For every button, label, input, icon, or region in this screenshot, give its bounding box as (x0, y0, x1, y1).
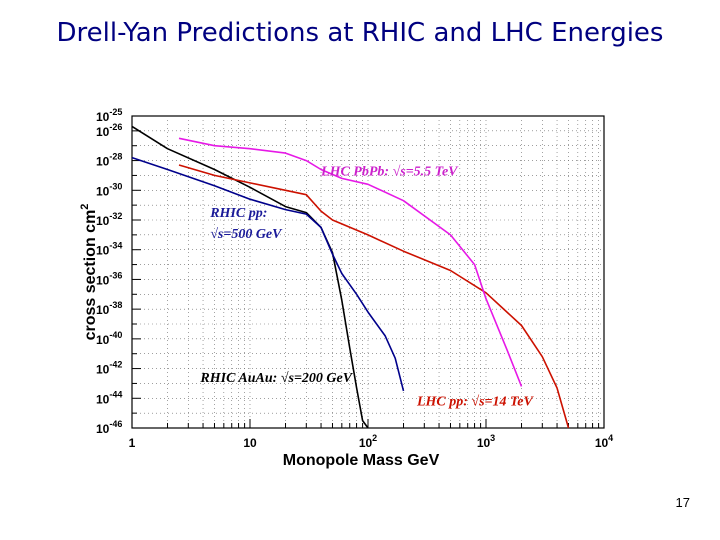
y-tick-label: 10-34 (96, 241, 122, 258)
series-line-2 (131, 156, 405, 392)
series-line-3 (178, 164, 570, 429)
annotation-5: LHC pp: √s=14 TeV (416, 395, 535, 410)
slide-title: Drell-Yan Predictions at RHIC and LHC En… (56, 18, 664, 48)
y-tick-label-exp: -40 (109, 330, 122, 340)
grid (132, 116, 604, 428)
y-tick-labels: 10-2510-2610-2810-3010-3210-3410-3610-38… (96, 107, 122, 436)
y-tick-label-base: 10 (96, 363, 110, 377)
x-tick-label-base: 10 (477, 436, 491, 450)
axis-ticks (132, 115, 600, 429)
series-line-4 (178, 137, 523, 387)
y-tick-label: 10-30 (96, 181, 122, 198)
y-tick-label-exp: -36 (109, 270, 122, 280)
y-tick-label-base: 10 (96, 333, 110, 347)
y-tick-label-exp: -32 (109, 211, 122, 221)
x-tick-label: 1 (129, 436, 136, 450)
x-axis-title: Monopole Mass GeV (283, 452, 440, 469)
y-tick-label-exp: -44 (109, 389, 122, 399)
annotation-1: LHC PbPb: √s=5.5 TeV (320, 164, 459, 179)
x-tick-label: 10 (243, 436, 257, 450)
y-tick-label: 10-25 (96, 107, 122, 124)
y-tick-label-base: 10 (96, 125, 110, 139)
y-tick-label: 10-28 (96, 152, 122, 169)
page-number: 17 (675, 495, 690, 510)
y-tick-label-base: 10 (96, 422, 110, 436)
y-tick-label-base: 10 (96, 392, 110, 406)
y-tick-label: 10-32 (96, 211, 122, 228)
x-tick-label-base: 10 (243, 436, 257, 450)
y-tick-label-exp: -30 (109, 181, 122, 191)
x-tick-label-base: 10 (359, 436, 373, 450)
x-tick-labels: 1 10 102 103 104 (129, 433, 614, 450)
x-tick-label-exp: 3 (490, 433, 495, 443)
annotation-2: RHIC pp: (209, 206, 267, 221)
annotation-4: RHIC AuAu: √s=200 GeV (199, 371, 353, 386)
y-tick-label-base: 10 (96, 273, 110, 287)
y-axis-title-text: cross section cm (82, 210, 99, 341)
y-axis-title-superscript: 2 (79, 204, 91, 210)
y-tick-label-exp: -28 (109, 152, 122, 162)
y-tick-label-base: 10 (96, 303, 110, 317)
y-tick-label: 10-38 (96, 300, 122, 317)
x-tick-label: 103 (477, 433, 495, 450)
x-tick-label: 104 (595, 433, 613, 450)
y-tick-label-exp: -26 (109, 122, 122, 132)
x-tick-label-base: 1 (129, 436, 136, 450)
y-tick-label-base: 10 (96, 155, 110, 169)
y-tick-label-exp: -25 (109, 107, 122, 117)
y-tick-label: 10-44 (96, 389, 122, 406)
y-tick-label: 10-40 (96, 330, 122, 347)
y-tick-label-exp: -46 (109, 419, 122, 429)
y-tick-label-base: 10 (96, 110, 110, 124)
y-tick-label-exp: -42 (109, 360, 122, 370)
y-tick-label-base: 10 (96, 184, 110, 198)
x-tick-label: 102 (359, 433, 377, 450)
x-tick-label-exp: 2 (372, 433, 377, 443)
y-tick-label: 10-46 (96, 419, 122, 436)
y-tick-label: 10-36 (96, 270, 122, 287)
y-tick-label-exp: -34 (109, 241, 122, 251)
y-tick-label-base: 10 (96, 214, 110, 228)
series-group (131, 125, 570, 429)
x-tick-label-exp: 4 (608, 433, 613, 443)
y-tick-label: 10-26 (96, 122, 122, 139)
y-tick-label: 10-42 (96, 360, 122, 377)
y-axis-title: cross section cm2 (79, 204, 99, 341)
y-tick-label-base: 10 (96, 244, 110, 258)
y-tick-label-exp: -38 (109, 300, 122, 310)
x-tick-label-base: 10 (595, 436, 609, 450)
annotation-3: √s=500 GeV (210, 227, 283, 242)
annotations: LHC PbPb: √s=5.5 TeV RHIC pp: √s=500 GeV RH… (199, 164, 534, 409)
